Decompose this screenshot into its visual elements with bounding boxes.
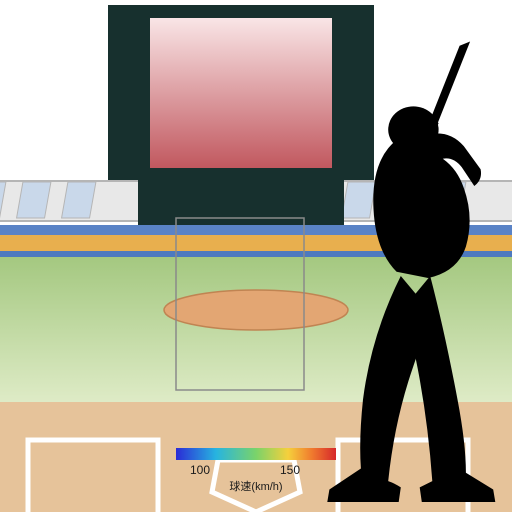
diagram-svg: 100 150 球速(km/h) — [0, 0, 512, 512]
legend-tick: 100 — [190, 463, 210, 477]
legend-title: 球速(km/h) — [229, 479, 282, 493]
pitch-location-diagram: 100 150 球速(km/h) — [0, 0, 512, 512]
scoreboard-layer — [108, 5, 374, 225]
legend-tick: 150 — [280, 463, 300, 477]
